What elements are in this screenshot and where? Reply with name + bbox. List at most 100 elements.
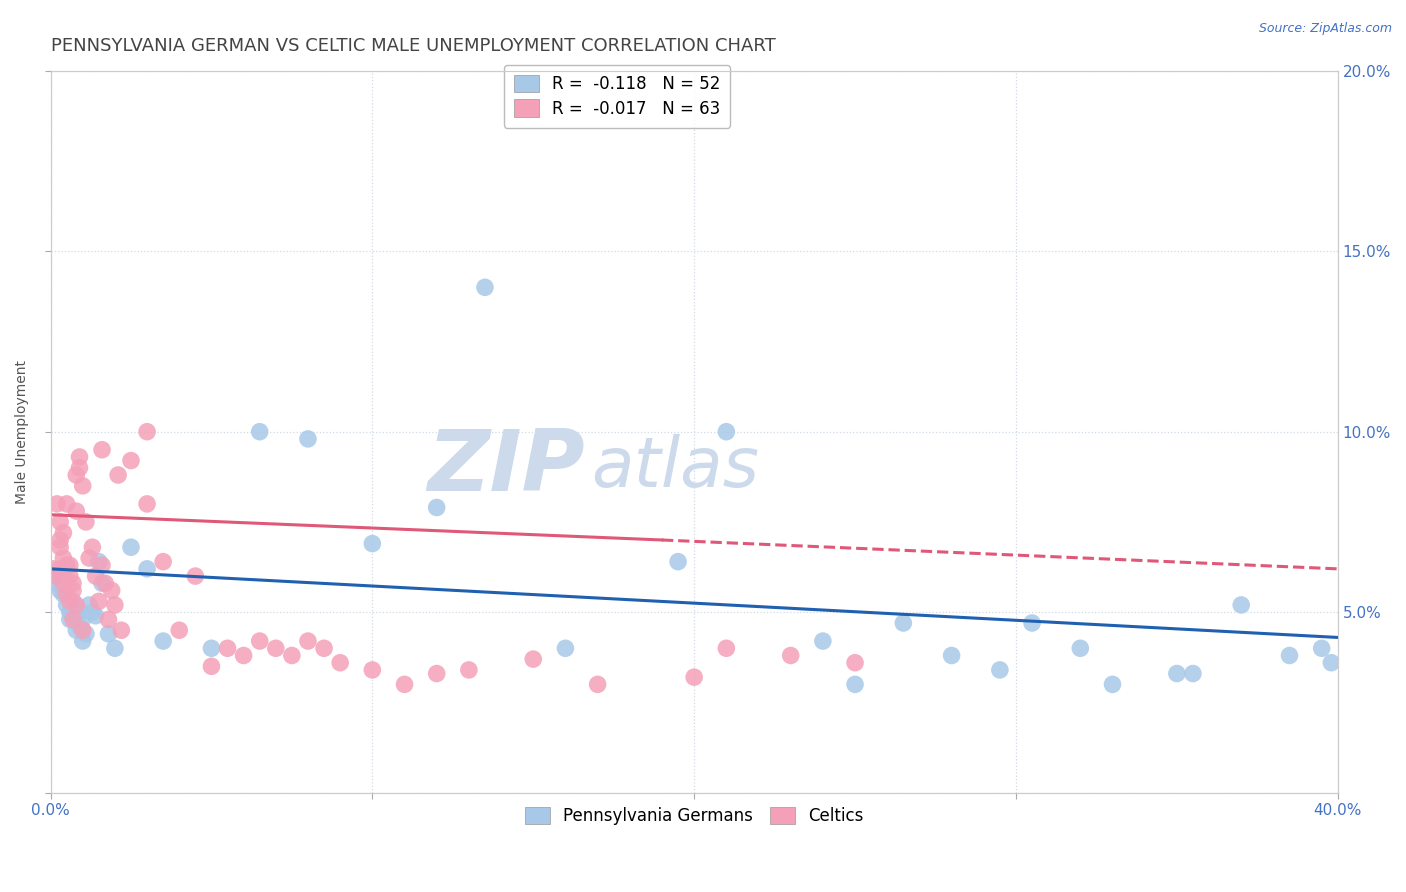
Point — [62, 583, 84, 598]
Point — [65, 624, 87, 638]
Point — [104, 641, 127, 656]
Point — [844, 677, 866, 691]
Point — [55, 497, 77, 511]
Point — [65, 598, 87, 612]
Point — [716, 425, 738, 439]
Point — [100, 583, 122, 598]
Point — [136, 425, 159, 439]
Point — [87, 594, 110, 608]
Point — [65, 468, 87, 483]
Point — [59, 612, 82, 626]
Point — [666, 555, 689, 569]
Point — [329, 656, 352, 670]
Text: ZIP: ZIP — [427, 426, 585, 509]
Point — [97, 612, 120, 626]
Point — [1278, 648, 1301, 663]
Point — [110, 624, 132, 638]
Point — [152, 634, 174, 648]
Point — [65, 608, 87, 623]
Point — [120, 453, 142, 467]
Point — [72, 634, 94, 648]
Point — [55, 558, 77, 573]
Point — [394, 677, 416, 691]
Text: Source: ZipAtlas.com: Source: ZipAtlas.com — [1258, 22, 1392, 36]
Point — [62, 601, 84, 615]
Point — [232, 648, 254, 663]
Point — [217, 641, 239, 656]
Point — [457, 663, 479, 677]
Point — [844, 656, 866, 670]
Point — [49, 540, 72, 554]
Point — [65, 504, 87, 518]
Point — [72, 479, 94, 493]
Point — [1021, 615, 1043, 630]
Point — [77, 598, 100, 612]
Point — [136, 562, 159, 576]
Point — [554, 641, 576, 656]
Point — [52, 551, 75, 566]
Point — [46, 497, 69, 511]
Point — [683, 670, 706, 684]
Point — [84, 569, 107, 583]
Point — [72, 612, 94, 626]
Text: PENNSYLVANIA GERMAN VS CELTIC MALE UNEMPLOYMENT CORRELATION CHART: PENNSYLVANIA GERMAN VS CELTIC MALE UNEMP… — [51, 37, 775, 55]
Point — [69, 619, 91, 633]
Point — [59, 605, 82, 619]
Point — [779, 648, 801, 663]
Point — [87, 555, 110, 569]
Point — [52, 525, 75, 540]
Point — [891, 615, 914, 630]
Point — [91, 558, 114, 573]
Point — [97, 627, 120, 641]
Point — [46, 569, 69, 583]
Point — [46, 576, 69, 591]
Point — [69, 450, 91, 464]
Point — [361, 536, 384, 550]
Legend: Pennsylvania Germans, Celtics: Pennsylvania Germans, Celtics — [515, 797, 873, 835]
Point — [62, 576, 84, 591]
Point — [82, 605, 104, 619]
Point — [361, 663, 384, 677]
Point — [72, 624, 94, 638]
Point — [107, 468, 129, 483]
Point — [184, 569, 207, 583]
Point — [104, 598, 127, 612]
Point — [522, 652, 544, 666]
Point — [586, 677, 609, 691]
Point — [62, 612, 84, 626]
Point — [75, 515, 97, 529]
Point — [94, 576, 117, 591]
Point — [1320, 656, 1343, 670]
Point — [1181, 666, 1204, 681]
Point — [1310, 641, 1333, 656]
Point — [62, 594, 84, 608]
Point — [988, 663, 1011, 677]
Point — [69, 605, 91, 619]
Point — [136, 497, 159, 511]
Point — [120, 540, 142, 554]
Point — [152, 555, 174, 569]
Point — [312, 641, 335, 656]
Point — [59, 558, 82, 573]
Point — [55, 576, 77, 591]
Point — [69, 460, 91, 475]
Point — [55, 598, 77, 612]
Point — [200, 641, 222, 656]
Point — [426, 500, 449, 515]
Point — [297, 432, 319, 446]
Point — [59, 569, 82, 583]
Point — [59, 594, 82, 608]
Point — [281, 648, 304, 663]
Point — [941, 648, 963, 663]
Text: atlas: atlas — [591, 434, 759, 501]
Point — [1101, 677, 1123, 691]
Point — [200, 659, 222, 673]
Point — [297, 634, 319, 648]
Y-axis label: Male Unemployment: Male Unemployment — [15, 359, 30, 504]
Point — [49, 533, 72, 547]
Point — [52, 587, 75, 601]
Point — [52, 576, 75, 591]
Point — [249, 425, 271, 439]
Point — [75, 627, 97, 641]
Point — [426, 666, 449, 681]
